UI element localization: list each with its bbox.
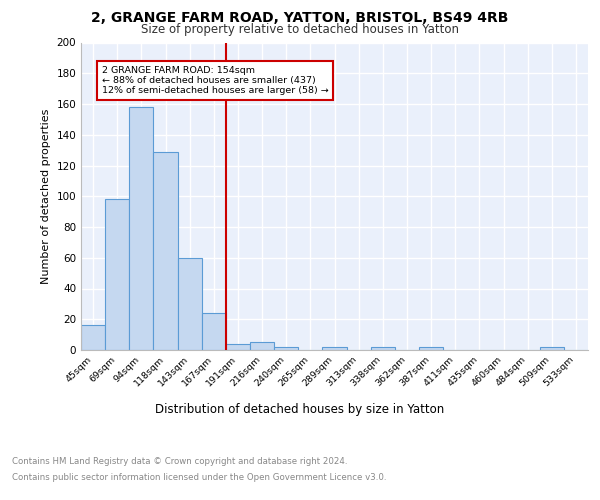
Text: 2 GRANGE FARM ROAD: 154sqm
← 88% of detached houses are smaller (437)
12% of sem: 2 GRANGE FARM ROAD: 154sqm ← 88% of deta…: [101, 66, 328, 96]
Bar: [154, 152, 178, 350]
Bar: [81, 326, 105, 350]
Bar: [202, 313, 226, 350]
Bar: [419, 347, 443, 350]
Bar: [250, 342, 274, 350]
Text: 2, GRANGE FARM ROAD, YATTON, BRISTOL, BS49 4RB: 2, GRANGE FARM ROAD, YATTON, BRISTOL, BS…: [91, 11, 509, 25]
Bar: [129, 107, 154, 350]
Bar: [105, 200, 129, 350]
Bar: [322, 347, 347, 350]
Bar: [178, 258, 202, 350]
Text: Contains public sector information licensed under the Open Government Licence v3: Contains public sector information licen…: [12, 472, 386, 482]
Text: Contains HM Land Registry data © Crown copyright and database right 2024.: Contains HM Land Registry data © Crown c…: [12, 458, 347, 466]
Bar: [540, 347, 564, 350]
Bar: [371, 347, 395, 350]
Text: Size of property relative to detached houses in Yatton: Size of property relative to detached ho…: [141, 22, 459, 36]
Y-axis label: Number of detached properties: Number of detached properties: [41, 108, 51, 284]
Text: Distribution of detached houses by size in Yatton: Distribution of detached houses by size …: [155, 402, 445, 415]
Bar: [226, 344, 250, 350]
Bar: [274, 347, 298, 350]
